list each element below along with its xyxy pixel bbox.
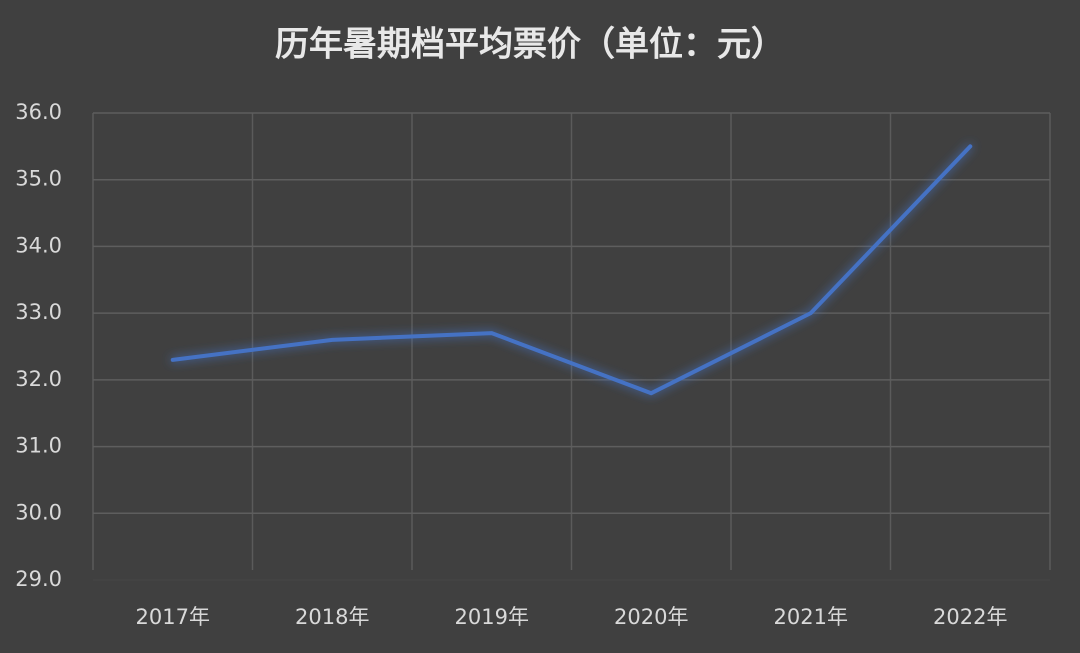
x-tick-label: 2022年: [933, 605, 1007, 629]
chart-title: 历年暑期档平均票价（单位：元）: [275, 25, 785, 65]
x-tick-label: 2021年: [774, 605, 848, 629]
y-tick-label: 30.0: [15, 500, 62, 524]
y-tick-label: 34.0: [15, 233, 62, 257]
x-tick-label: 2018年: [295, 605, 369, 629]
y-tick-label: 32.0: [15, 367, 62, 391]
y-tick-label: 29.0: [15, 567, 62, 591]
x-tick-label: 2020年: [614, 605, 688, 629]
x-tick-label: 2017年: [136, 605, 210, 629]
y-tick-label: 33.0: [15, 300, 62, 324]
x-tick-label: 2019年: [455, 605, 529, 629]
y-tick-label: 35.0: [15, 167, 62, 191]
series-line: [170, 144, 973, 396]
y-tick-label: 36.0: [15, 100, 62, 124]
y-tick-label: 31.0: [15, 434, 62, 458]
